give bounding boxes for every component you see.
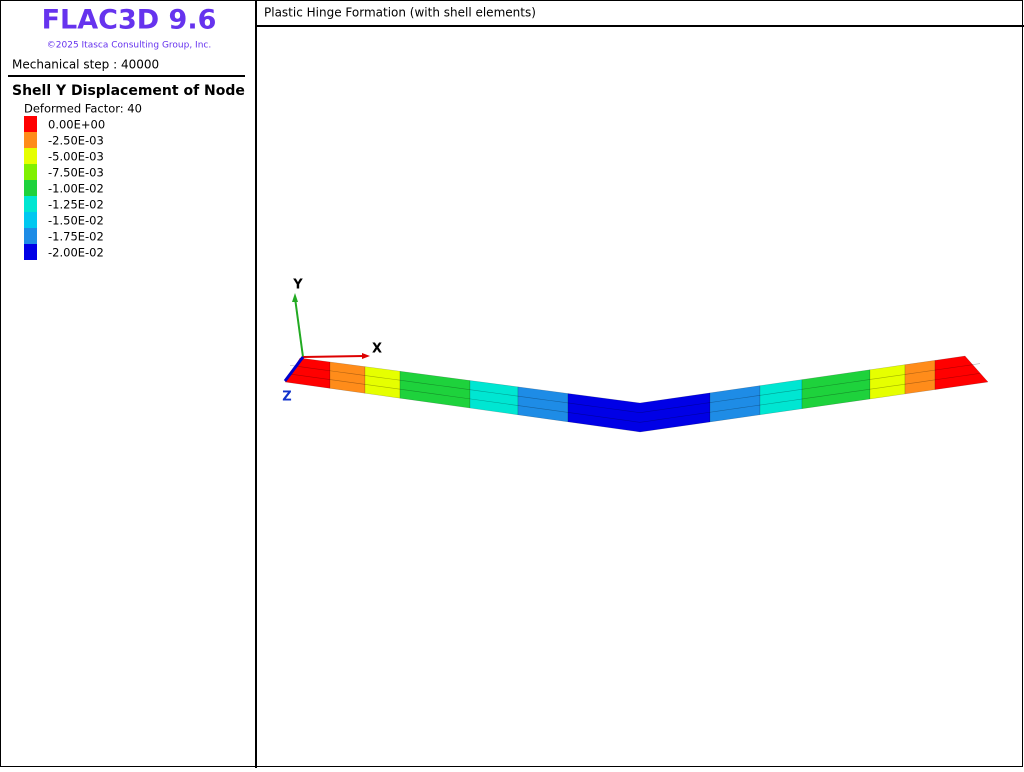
beam-segment [364, 366, 401, 399]
legend-swatch [24, 228, 37, 244]
legend-swatch [24, 164, 37, 180]
legend-swatch [24, 148, 37, 164]
beam-segment [759, 379, 803, 416]
y-arrow [292, 293, 298, 302]
mesh-line [289, 363, 981, 413]
step: Mechanical step : 40000 [12, 58, 159, 72]
y-label: Y [292, 278, 303, 293]
legend-title: Shell Y Displacement of Node [12, 83, 245, 99]
legend-swatch [24, 132, 37, 148]
legend-label: -1.75E-02 [48, 230, 104, 244]
plot-title: Plastic Hinge Formation (with shell elem… [264, 6, 536, 20]
legend-swatch [24, 116, 37, 132]
y-axis [294, 297, 304, 358]
z-axis [283, 356, 305, 382]
legend-label: -2.00E-02 [48, 246, 104, 260]
app-title: FLAC3D 9.6 [42, 5, 217, 36]
legend-swatch [24, 196, 37, 212]
legend-swatch [24, 212, 37, 228]
legend-label: -1.50E-02 [48, 214, 104, 228]
z-label: Z [282, 390, 291, 405]
legend-label: -1.00E-02 [48, 182, 104, 196]
axis-triad: Y X Z [282, 278, 382, 405]
deformed-factor: Deformed Factor: 40 [24, 102, 142, 116]
beam [284, 355, 989, 433]
beam-segment [904, 360, 936, 395]
mesh-line [289, 373, 981, 423]
x-label: X [372, 342, 382, 357]
x-arrow [362, 353, 370, 359]
legend-swatch [24, 180, 37, 196]
copyright: ©2025 Itasca Consulting Group, Inc. [47, 41, 211, 51]
beam-segment [934, 355, 989, 390]
beam-segment [329, 361, 366, 394]
legend-label: -1.25E-02 [48, 198, 104, 212]
legend-swatch [24, 244, 37, 260]
beam-segment [869, 364, 906, 400]
legend-label: -2.50E-03 [48, 134, 104, 148]
legend: 0.00E+00 -2.50E-03 -5.00E-03 -7.50E-03 -1.00… [24, 116, 105, 260]
legend-label: -5.00E-03 [48, 150, 104, 164]
legend-label: 0.00E+00 [48, 118, 105, 132]
legend-label: -7.50E-03 [48, 166, 104, 180]
x-axis [302, 355, 365, 358]
